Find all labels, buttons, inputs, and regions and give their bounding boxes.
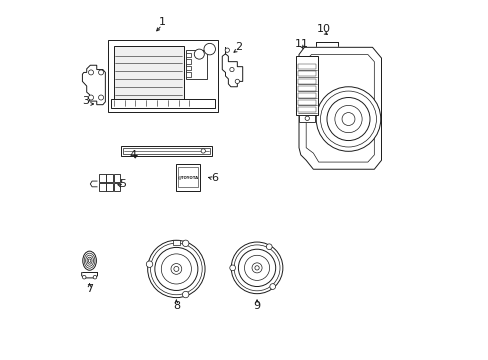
Text: 4: 4 — [129, 150, 137, 160]
Bar — [186, 53, 190, 57]
Text: 10: 10 — [316, 24, 330, 35]
Bar — [298, 93, 316, 98]
Text: 5: 5 — [119, 179, 126, 189]
Text: 11: 11 — [294, 39, 308, 49]
Bar — [111, 99, 214, 108]
Circle shape — [93, 275, 97, 279]
Bar — [298, 86, 316, 91]
Bar — [298, 78, 316, 84]
Circle shape — [316, 87, 380, 151]
Text: 2: 2 — [235, 42, 242, 52]
Bar — [298, 64, 316, 69]
Circle shape — [224, 48, 229, 52]
Circle shape — [201, 149, 205, 153]
Bar — [298, 100, 316, 105]
Circle shape — [229, 67, 234, 72]
Bar — [122, 148, 210, 154]
Polygon shape — [81, 272, 97, 278]
Circle shape — [182, 291, 188, 298]
Bar — [113, 183, 120, 191]
Bar — [176, 164, 199, 191]
Bar — [99, 174, 105, 182]
Bar — [106, 183, 113, 191]
Circle shape — [203, 43, 215, 55]
Circle shape — [182, 240, 188, 247]
Text: 7: 7 — [86, 284, 93, 294]
Text: @TOYOTA: @TOYOTA — [177, 175, 198, 179]
Bar — [186, 72, 190, 77]
Circle shape — [82, 275, 86, 279]
Circle shape — [147, 240, 204, 298]
Bar — [298, 107, 316, 112]
Bar — [296, 56, 317, 116]
Bar — [178, 167, 198, 187]
Bar — [299, 115, 314, 122]
Bar — [186, 59, 190, 64]
Bar — [121, 146, 212, 156]
Text: 3: 3 — [82, 96, 89, 106]
Polygon shape — [222, 47, 242, 87]
Circle shape — [231, 242, 282, 294]
Ellipse shape — [82, 251, 96, 270]
Bar — [113, 45, 183, 107]
Bar — [185, 50, 207, 78]
Circle shape — [305, 116, 309, 121]
Bar — [186, 66, 190, 70]
Bar — [106, 174, 113, 182]
Circle shape — [99, 70, 103, 75]
Circle shape — [88, 70, 93, 75]
Circle shape — [269, 284, 275, 289]
Polygon shape — [90, 181, 97, 187]
Bar — [298, 71, 316, 76]
Text: 9: 9 — [253, 301, 260, 311]
Polygon shape — [298, 47, 381, 169]
Circle shape — [229, 265, 235, 271]
Text: 8: 8 — [172, 301, 180, 311]
Circle shape — [235, 79, 239, 84]
Polygon shape — [82, 65, 105, 105]
Circle shape — [194, 49, 204, 59]
Circle shape — [99, 95, 103, 100]
Circle shape — [146, 261, 152, 267]
Bar — [172, 239, 180, 244]
Bar — [99, 183, 105, 191]
Circle shape — [266, 244, 271, 249]
Bar — [113, 174, 120, 182]
Circle shape — [88, 95, 93, 100]
Text: 1: 1 — [158, 17, 165, 27]
Bar — [108, 40, 217, 112]
Text: 6: 6 — [211, 173, 218, 183]
